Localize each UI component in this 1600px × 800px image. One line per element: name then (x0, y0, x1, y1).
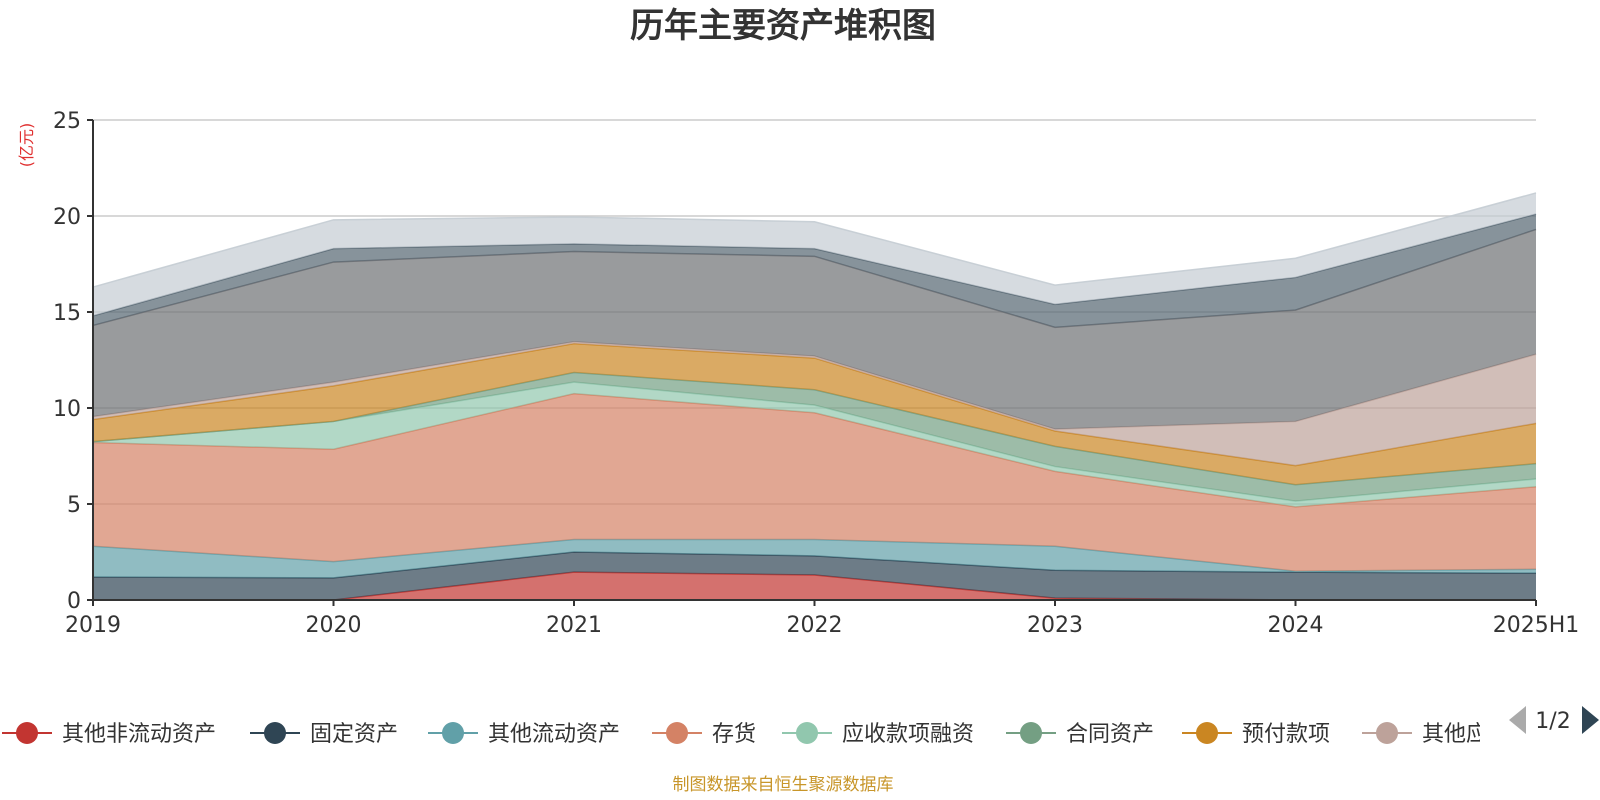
y-tick-label: 0 (67, 589, 81, 614)
legend-label: 其他流动资产 (488, 722, 620, 747)
legend-next-icon[interactable] (1582, 706, 1599, 734)
legend-items: 其他非流动资产 固定资产 其他流动资产 存货 应收款项融资 合同资产 预付款项 其他应收款 (2, 722, 1532, 747)
legend-marker (16, 722, 38, 744)
legend-label: 存货 (712, 722, 756, 747)
area-11 (93, 192, 1536, 316)
y-tick-label: 25 (53, 109, 81, 134)
legend-marker (1020, 722, 1042, 744)
legend-marker (796, 722, 818, 744)
legend-marker (442, 722, 464, 744)
area-9 (93, 229, 1536, 430)
legend-label: 其他非流动资产 (62, 722, 216, 747)
legend-label: 预付款项 (1242, 722, 1330, 747)
legend-label: 合同资产 (1066, 722, 1154, 747)
legend-label: 其他应收款 (1422, 722, 1532, 747)
area-6 (93, 372, 1536, 502)
legend-item[interactable]: 预付款项 (1182, 722, 1330, 747)
legend-item[interactable]: 其他流动资产 (428, 722, 620, 747)
legend-item[interactable]: 合同资产 (1006, 722, 1154, 747)
area-3 (93, 539, 1536, 578)
area-4 (93, 393, 1536, 572)
area-8 (93, 341, 1536, 466)
y-tick-label: 15 (53, 301, 81, 326)
y-tick-label: 5 (67, 493, 81, 518)
x-tick-label: 2022 (787, 613, 843, 638)
x-tick-label: 2024 (1268, 613, 1324, 638)
legend-item[interactable]: 应收款项融资 (782, 722, 974, 747)
legend-prev-icon[interactable] (1509, 706, 1526, 734)
legend-marker (264, 722, 286, 744)
y-axis-unit: (亿元) (17, 123, 36, 168)
legend-marker (1196, 722, 1218, 744)
legend-label: 应收款项融资 (842, 722, 974, 747)
legend-label: 固定资产 (310, 722, 398, 747)
legend: 其他非流动资产 固定资产 其他流动资产 存货 应收款项融资 合同资产 预付款项 其他应收款 (2, 722, 1532, 747)
legend-marker (666, 722, 688, 744)
area-7 (93, 343, 1536, 485)
area-10 (93, 214, 1536, 328)
legend-item[interactable]: 存货 (652, 722, 756, 747)
axes: 0 5 10 15 20 25 2019 2020 2021 2022 2023 2024 2025H1 (53, 109, 1579, 638)
x-tick-label: 2025H1 (1493, 613, 1580, 638)
x-tick-label: 2023 (1027, 613, 1083, 638)
x-tick-label: 2021 (546, 613, 602, 638)
x-tick-label: 2020 (306, 613, 362, 638)
area-5 (93, 382, 1536, 507)
legend-marker (1376, 722, 1398, 744)
legend-item[interactable]: 固定资产 (250, 722, 398, 747)
y-tick-label: 20 (53, 205, 81, 230)
legend-pager: 1/2 (1509, 706, 1599, 734)
area-2 (93, 552, 1536, 600)
y-tick-label: 10 (53, 397, 81, 422)
legend-item[interactable]: 其他非流动资产 (2, 722, 216, 747)
data-source-note: 制图数据来自恒生聚源数据库 (673, 775, 894, 795)
chart-title: 历年主要资产堆积图 (630, 6, 936, 46)
area-line-11 (92, 192, 1537, 288)
x-tick-label: 2019 (65, 613, 121, 638)
area-1 (93, 572, 1536, 600)
legend-page-indicator: 1/2 (1535, 709, 1570, 734)
area-series (92, 192, 1537, 601)
legend-item[interactable]: 其他应收款 (1362, 722, 1532, 747)
